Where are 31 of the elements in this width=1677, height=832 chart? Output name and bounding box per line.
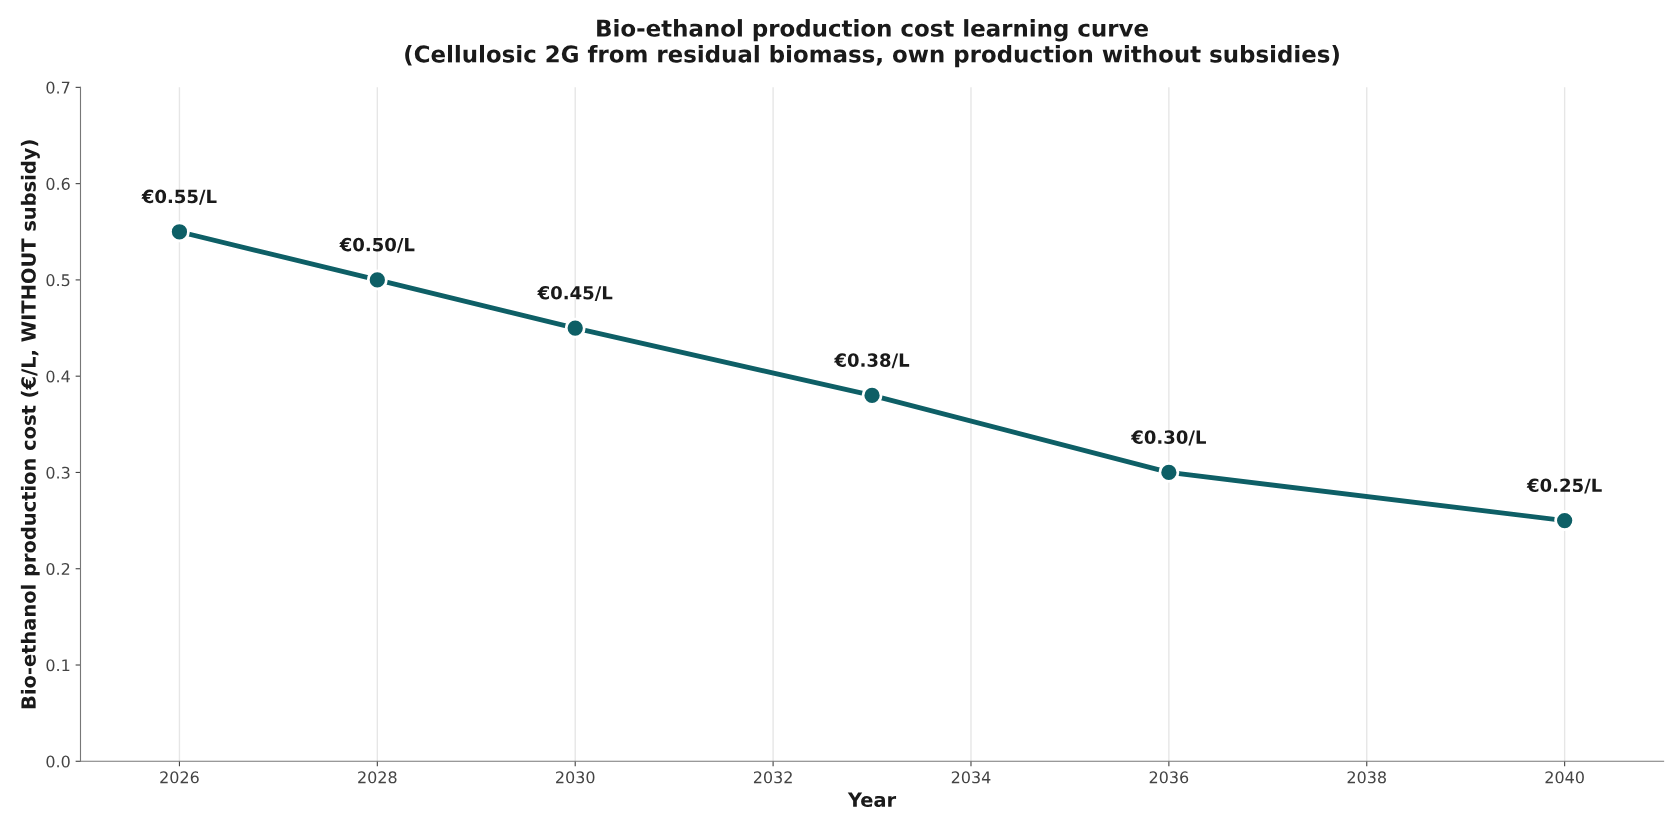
data-label: €0.30/L xyxy=(1130,430,1206,446)
point xyxy=(861,385,883,406)
point xyxy=(564,317,586,339)
y-tick-label: 0.6 xyxy=(46,177,70,190)
data-label: €0.55/L xyxy=(141,189,217,205)
x-tick-label: 2026 xyxy=(160,771,199,784)
data-label: €0.38/L xyxy=(834,353,910,369)
y-tick-label: 0.5 xyxy=(46,274,70,287)
x-tick-label: 2034 xyxy=(951,771,991,784)
y-tick-label: 0.2 xyxy=(46,562,70,576)
y-tick-label: 0.3 xyxy=(46,466,70,479)
x-axis-title: Year xyxy=(847,792,897,808)
x-tick-label: 2038 xyxy=(1347,771,1386,784)
data-label: €0.50/L xyxy=(339,237,415,253)
point xyxy=(169,221,190,243)
x-tick-label: 2032 xyxy=(753,771,792,784)
x-tick-label: 2040 xyxy=(1545,771,1584,784)
x-tick-label: 2036 xyxy=(1149,771,1189,784)
point xyxy=(366,269,388,291)
data-label: €0.25/L xyxy=(1526,478,1602,494)
y-tick-label: 0.1 xyxy=(46,659,70,672)
y-tick-label: 0.4 xyxy=(46,370,70,383)
chart-title: Bio-ethanol production cost learning curve (Cellulosic 2G from residual biomass, own production without subsidies) xyxy=(405,19,1339,68)
y-tick-label: 0.0 xyxy=(46,755,70,768)
point xyxy=(1158,462,1180,483)
x-tick-label: 2028 xyxy=(358,771,397,784)
y-tick-label: 0.7 xyxy=(46,81,70,94)
data-label: €0.45/L xyxy=(537,285,613,301)
x-tick-label: 2030 xyxy=(556,771,595,784)
y-axis-title: Bio-ethanol production cost (€/L, WITHOUT subsidy) xyxy=(20,140,40,709)
point xyxy=(1554,510,1576,532)
